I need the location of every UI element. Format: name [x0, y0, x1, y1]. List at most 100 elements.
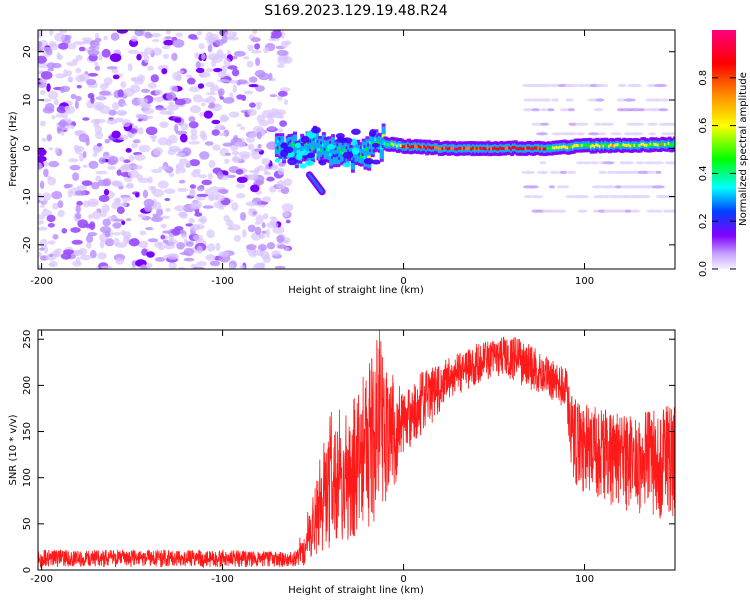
harmonic-blob	[551, 98, 559, 102]
y-tick-label: 150	[22, 422, 33, 441]
noise-blob	[263, 167, 268, 176]
noise-blob	[174, 98, 186, 106]
noise-blob	[147, 82, 157, 89]
noise-blob	[136, 53, 142, 61]
noise-blob	[98, 53, 103, 61]
spectrogram-frame	[37, 29, 676, 270]
noise-blob	[52, 234, 59, 240]
harmonic-blob	[566, 170, 576, 174]
noise-blob	[271, 78, 276, 82]
noise-blob	[188, 34, 198, 40]
noise-blob	[204, 188, 214, 197]
onset-blob	[369, 129, 377, 137]
y-tick-label: 0	[22, 567, 33, 573]
noise-blob	[39, 239, 48, 248]
noise-blob	[256, 105, 261, 110]
harmonic-blob	[653, 98, 662, 102]
noise-blob	[174, 205, 185, 212]
harmonic-blob	[588, 132, 600, 136]
noise-blob	[139, 230, 147, 236]
noise-blob	[166, 110, 174, 116]
noise-blob	[248, 133, 259, 138]
noise-blob	[87, 198, 99, 208]
noise-blob	[86, 234, 94, 244]
noise-blob	[257, 204, 266, 208]
spectrogram-y-ticks: -20 -10 0 10 20	[22, 45, 675, 253]
noise-blob	[185, 241, 194, 247]
noise-blob	[168, 262, 177, 269]
noise-blob	[167, 253, 179, 260]
noise-blob	[143, 198, 155, 208]
x-tick-label: 100	[575, 276, 594, 287]
noise-blob	[45, 253, 57, 261]
noise-blob	[137, 97, 149, 104]
harmonic-blob	[647, 122, 658, 126]
noise-blob	[207, 173, 213, 180]
noise-blob	[166, 92, 177, 101]
noise-blob	[266, 176, 275, 182]
noise-blob	[271, 30, 282, 39]
noise-blob	[208, 160, 216, 168]
noise-blob	[151, 168, 163, 174]
harmonic-blob	[559, 108, 569, 112]
noise-blob	[232, 155, 239, 163]
harmonic-blob	[664, 122, 675, 126]
noise-blob	[253, 262, 265, 269]
noise-blob	[243, 56, 250, 60]
noise-blob	[268, 72, 273, 81]
noise-blob	[57, 200, 64, 209]
harmonic-blob	[540, 108, 548, 112]
noise-blob	[247, 108, 257, 117]
x-tick-label: -200	[30, 574, 53, 585]
noise-blob	[148, 185, 156, 191]
noise-blob	[271, 250, 281, 257]
noise-blob	[168, 145, 181, 153]
noise-blob	[201, 53, 206, 60]
noise-blob	[45, 48, 53, 55]
noise-blob	[179, 211, 188, 219]
noise-blob	[248, 174, 258, 181]
noise-blob	[39, 204, 46, 208]
noise-blob	[138, 240, 149, 249]
noise-blob	[94, 61, 99, 66]
noise-blob	[276, 64, 285, 68]
noise-blob	[82, 151, 87, 159]
noise-blob	[209, 186, 220, 190]
noise-blob	[107, 165, 116, 170]
noise-blob	[132, 139, 141, 144]
onset-blob	[287, 157, 297, 166]
noise-blob	[183, 257, 195, 262]
noise-blob	[281, 203, 294, 212]
noise-blob	[258, 119, 270, 127]
noise-blob	[49, 253, 54, 258]
noise-blob	[116, 169, 122, 176]
noise-blob	[51, 114, 56, 120]
noise-blob	[152, 213, 158, 217]
noise-blob	[73, 41, 85, 46]
noise-blob	[218, 70, 226, 78]
noise-blob	[228, 79, 239, 84]
noise-blob	[95, 170, 108, 175]
noise-blob	[129, 84, 141, 93]
harmonic-blob	[530, 195, 544, 199]
harmonic-blob	[602, 161, 615, 165]
colorbar-tick-label: 0.2	[698, 213, 709, 229]
noise-blob	[40, 89, 46, 95]
noise-blob	[218, 132, 226, 137]
noise-blob	[103, 35, 108, 41]
noise-blob	[151, 215, 163, 222]
noise-blob	[266, 221, 279, 229]
noise-blob	[80, 254, 92, 261]
noise-blob	[262, 213, 269, 220]
noise-blob	[67, 77, 73, 83]
noise-blob	[90, 182, 100, 190]
noise-blob	[169, 85, 179, 93]
harmonic-blob	[592, 209, 600, 213]
noise-blob	[221, 53, 228, 59]
noise-blob	[38, 199, 41, 203]
noise-blob	[38, 214, 46, 220]
x-tick-label: -100	[211, 276, 234, 287]
noise-blob	[176, 242, 185, 250]
noise-blob	[162, 230, 174, 234]
harmonic-blob	[523, 195, 533, 199]
